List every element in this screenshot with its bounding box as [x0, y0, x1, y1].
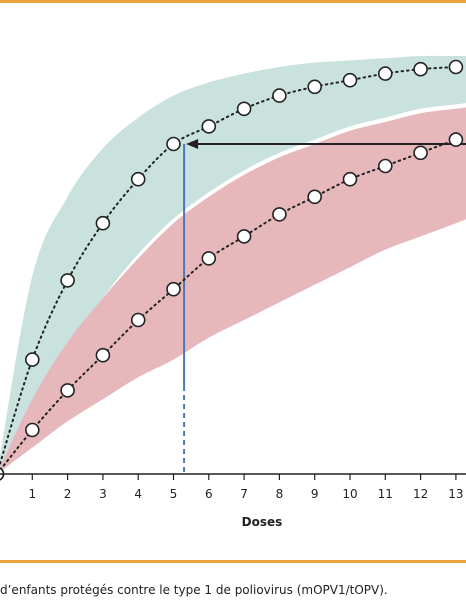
series-2-point	[307, 189, 323, 205]
series-layer	[0, 59, 464, 481]
series-2-point	[413, 145, 428, 161]
series-2-point	[377, 158, 393, 174]
series-2-point	[24, 422, 40, 438]
x-tick-label: 1	[28, 487, 36, 501]
series-2-point	[130, 312, 146, 328]
x-axis-title: Doses	[242, 515, 283, 529]
x-tick-label: 4	[134, 487, 142, 501]
series-2-point	[60, 383, 75, 398]
series-2-point	[166, 281, 181, 297]
confidence-bands	[0, 55, 466, 472]
x-tick-label: 11	[378, 487, 393, 501]
series-2-point	[95, 347, 111, 363]
series-2-point	[448, 132, 464, 147]
x-tick-label: 8	[276, 487, 284, 501]
x-tick-label: 10	[342, 487, 357, 501]
series-2-point	[272, 207, 287, 222]
confidence-band-2	[0, 107, 466, 472]
x-tick-label: 6	[205, 487, 213, 501]
x-axis: 1 2 3 4 5 6 7 8 9 10 11 12 13	[0, 473, 466, 501]
series-1-point	[166, 136, 181, 152]
series-1-point	[413, 61, 428, 77]
series-1-point	[307, 79, 323, 95]
top-border	[0, 0, 466, 3]
series-1-point	[448, 59, 464, 75]
series-1-point	[95, 215, 111, 231]
series-2-point	[236, 229, 252, 244]
annotation-layer	[183, 139, 466, 474]
reference-arrowhead	[186, 139, 199, 149]
series-1-point	[342, 72, 358, 88]
dose-response-chart: 1 2 3 4 5 6 7 8 9 10 11 12 13 Doses	[0, 55, 466, 529]
x-tick-label: 13	[448, 487, 463, 501]
series-2-point	[342, 171, 358, 187]
x-tick-label: 12	[413, 487, 428, 501]
series-1-point	[60, 273, 75, 288]
figure-caption: d’enfants protégés contre le type 1 de p…	[0, 583, 388, 597]
x-tick-label: 7	[240, 487, 248, 501]
series-1-point	[201, 119, 217, 134]
series-1-point	[130, 171, 146, 187]
x-tick-label: 9	[311, 487, 319, 501]
x-tick-label: 2	[64, 487, 72, 501]
x-tick-label: 5	[170, 487, 178, 501]
x-tick-label: 3	[99, 487, 107, 501]
bottom-border	[0, 560, 466, 563]
series-1-point	[24, 352, 40, 367]
series-1-point	[377, 66, 393, 81]
series-2-point	[201, 251, 217, 266]
series-1-point	[272, 88, 287, 103]
confidence-band-1	[0, 55, 466, 469]
series-1-point	[236, 101, 252, 117]
